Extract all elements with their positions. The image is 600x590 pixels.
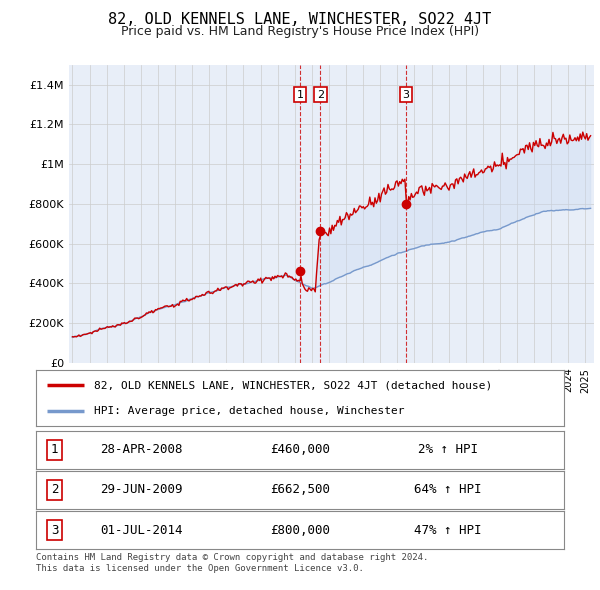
Text: 01-JUL-2014: 01-JUL-2014 — [100, 523, 183, 537]
Text: 82, OLD KENNELS LANE, WINCHESTER, SO22 4JT (detached house): 82, OLD KENNELS LANE, WINCHESTER, SO22 4… — [94, 380, 493, 390]
Text: 47% ↑ HPI: 47% ↑ HPI — [414, 523, 482, 537]
Text: Contains HM Land Registry data © Crown copyright and database right 2024.
This d: Contains HM Land Registry data © Crown c… — [36, 553, 428, 573]
Text: 2% ↑ HPI: 2% ↑ HPI — [418, 443, 478, 457]
Text: HPI: Average price, detached house, Winchester: HPI: Average price, detached house, Winc… — [94, 406, 404, 416]
Text: £800,000: £800,000 — [270, 523, 330, 537]
Text: 29-JUN-2009: 29-JUN-2009 — [100, 483, 183, 497]
Text: 2: 2 — [317, 90, 324, 100]
Text: £662,500: £662,500 — [270, 483, 330, 497]
Text: Price paid vs. HM Land Registry's House Price Index (HPI): Price paid vs. HM Land Registry's House … — [121, 25, 479, 38]
Text: 28-APR-2008: 28-APR-2008 — [100, 443, 183, 457]
Text: 3: 3 — [51, 523, 58, 537]
Text: 2: 2 — [51, 483, 58, 497]
Text: 1: 1 — [297, 90, 304, 100]
Text: 82, OLD KENNELS LANE, WINCHESTER, SO22 4JT: 82, OLD KENNELS LANE, WINCHESTER, SO22 4… — [109, 12, 491, 27]
Text: 3: 3 — [403, 90, 409, 100]
Text: £460,000: £460,000 — [270, 443, 330, 457]
Text: 1: 1 — [51, 443, 58, 457]
Text: 64% ↑ HPI: 64% ↑ HPI — [414, 483, 482, 497]
